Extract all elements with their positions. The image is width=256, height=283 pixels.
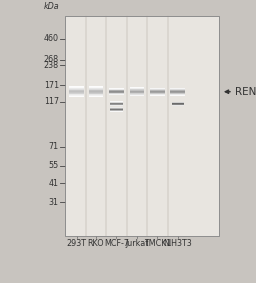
- Text: 55: 55: [49, 161, 59, 170]
- Text: MCF-7: MCF-7: [104, 239, 129, 248]
- Text: 268: 268: [44, 55, 59, 64]
- Text: RENT1: RENT1: [235, 87, 256, 97]
- Text: RKO: RKO: [88, 239, 104, 248]
- Text: 460: 460: [44, 34, 59, 43]
- Text: 41: 41: [49, 179, 59, 188]
- Text: NIH3T3: NIH3T3: [164, 239, 192, 248]
- Text: kDa: kDa: [43, 2, 59, 11]
- Text: Jurkat: Jurkat: [125, 239, 149, 248]
- Text: 117: 117: [44, 97, 59, 106]
- Text: 293T: 293T: [67, 239, 87, 248]
- Text: 238: 238: [44, 61, 59, 70]
- Text: 171: 171: [44, 81, 59, 90]
- Text: TMCK1: TMCK1: [144, 239, 171, 248]
- Text: 71: 71: [49, 142, 59, 151]
- Text: 31: 31: [49, 198, 59, 207]
